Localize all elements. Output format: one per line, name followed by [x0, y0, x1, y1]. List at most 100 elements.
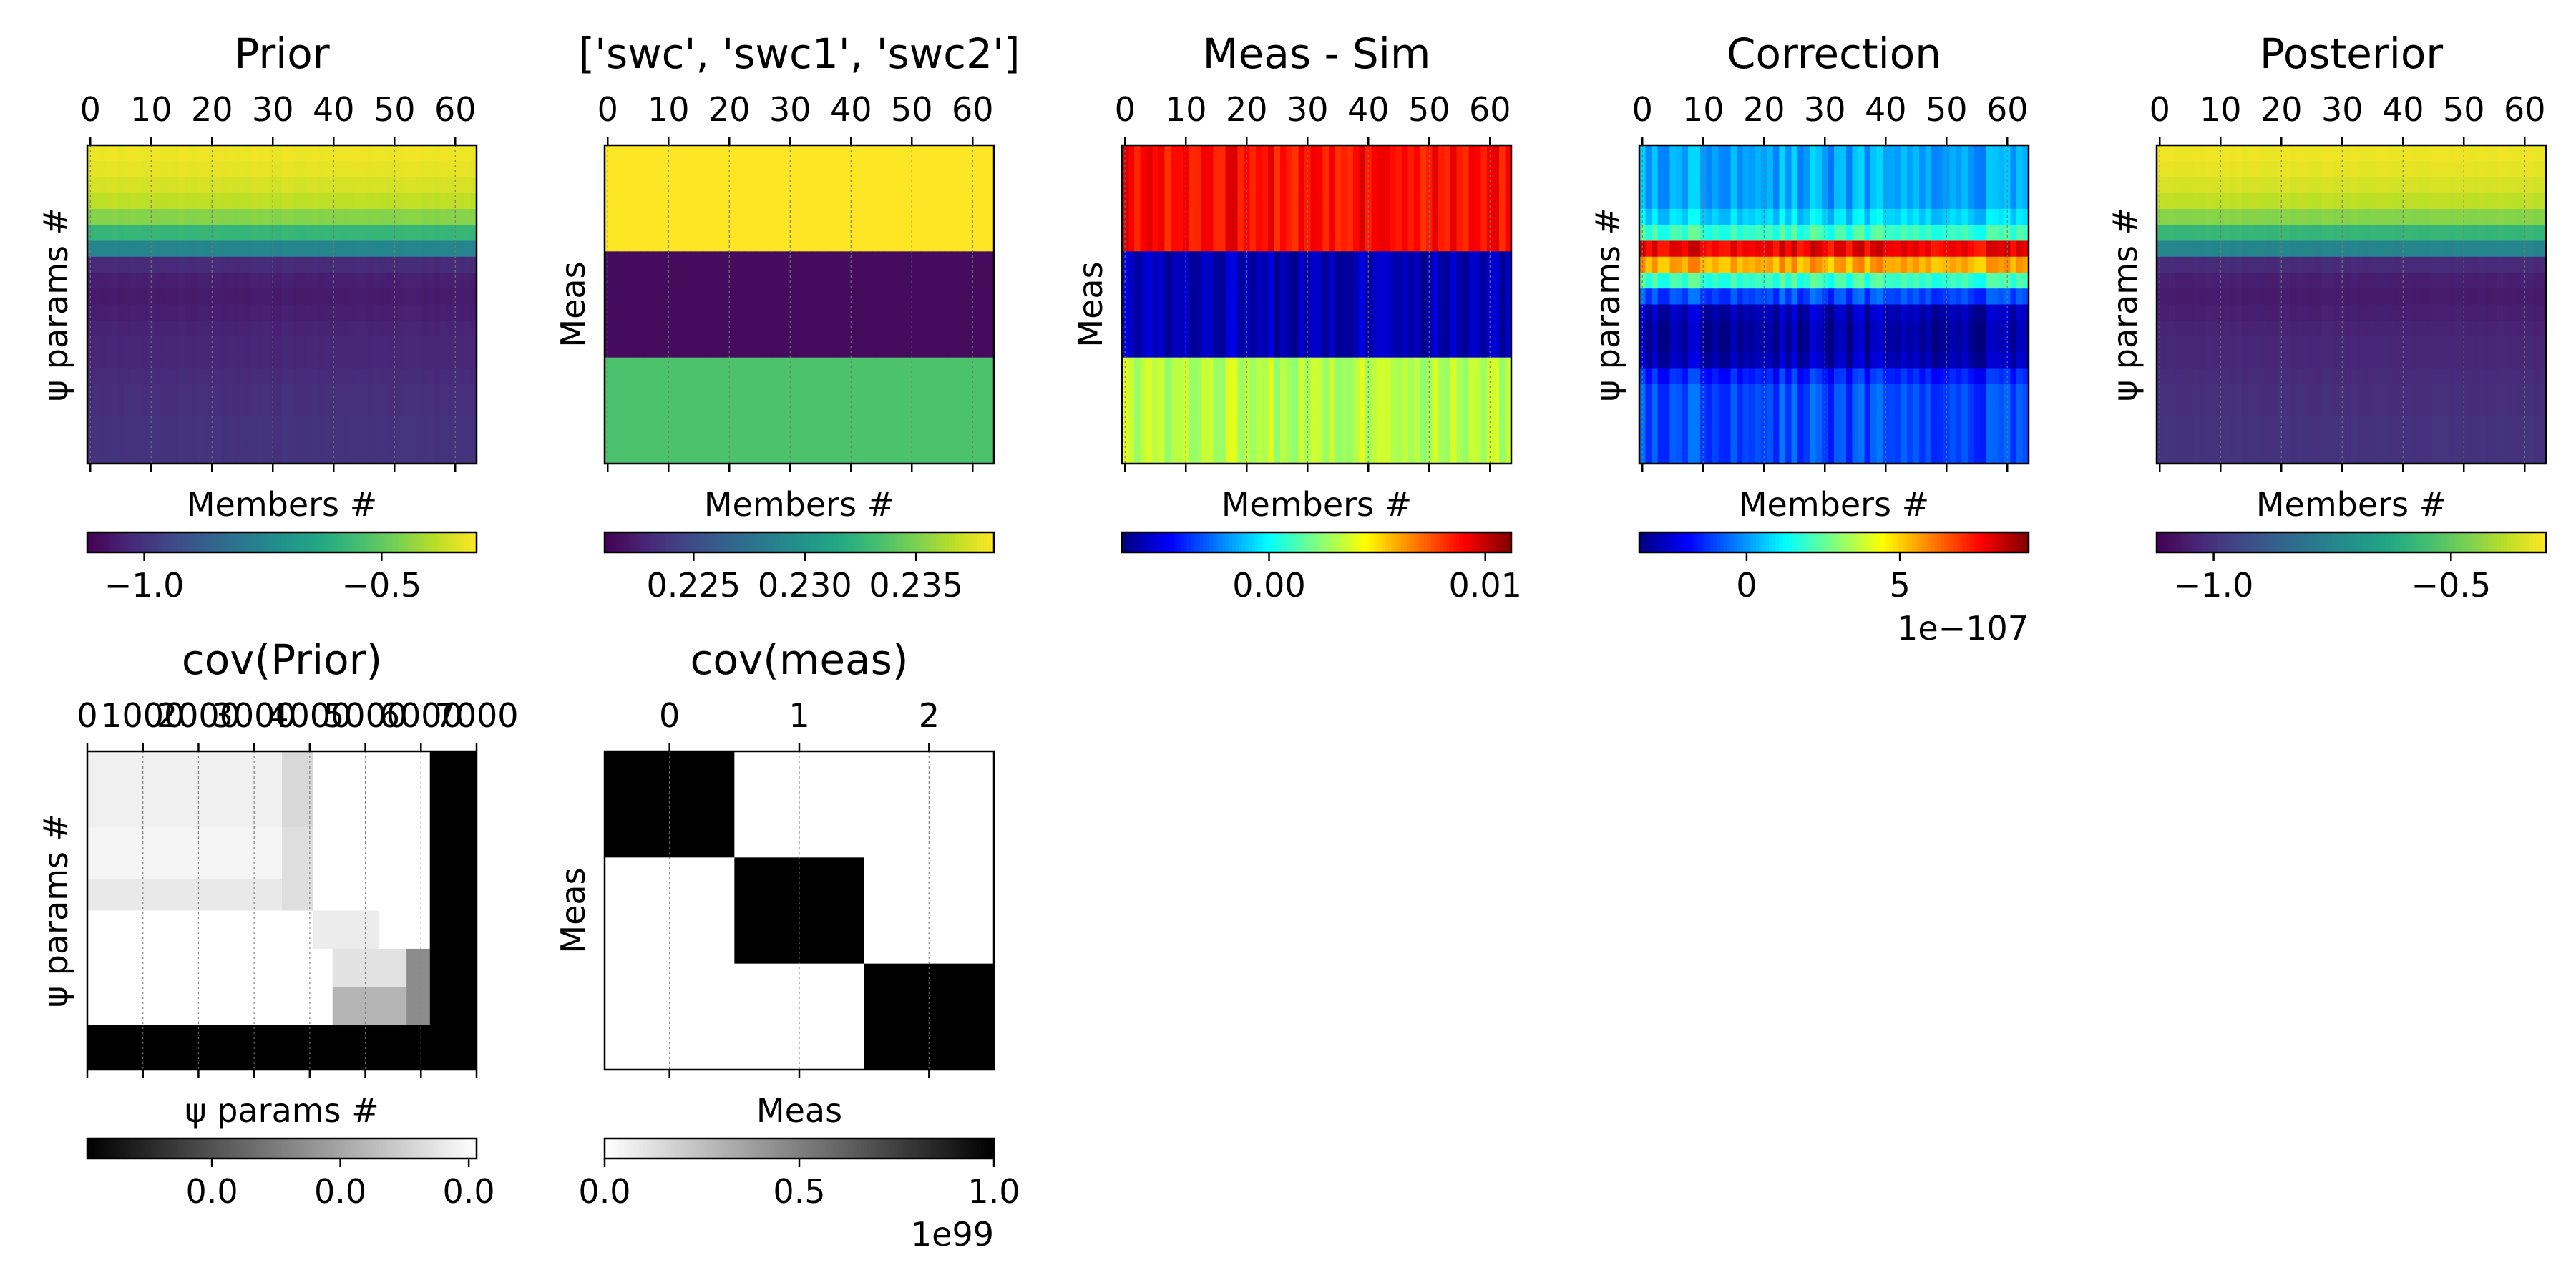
heatmap-cell — [1317, 145, 1324, 253]
heatmap-cell — [1797, 416, 1805, 433]
heatmap-cell — [2290, 416, 2298, 433]
heatmap-cell — [1700, 177, 1707, 194]
heatmap-cell — [306, 225, 313, 242]
heatmap-cell — [1980, 384, 1987, 401]
heatmap-cell — [1919, 288, 1926, 306]
heatmap-cell — [1742, 384, 1750, 401]
heatmap-cell — [221, 209, 228, 225]
heatmap-cell — [1657, 352, 1664, 369]
colorbar-swatch — [168, 532, 172, 552]
heatmap-cell — [1913, 192, 1920, 210]
heatmap-cell — [312, 161, 319, 178]
heatmap-cell — [142, 352, 149, 369]
heatmap-cell — [458, 384, 465, 401]
heatmap-cell — [160, 177, 167, 194]
heatmap-cell — [178, 177, 185, 194]
heatmap-cell — [288, 304, 295, 321]
heatmap-cell — [130, 240, 137, 258]
heatmap-cell — [2436, 240, 2444, 258]
heatmap-cell — [1761, 352, 1768, 369]
heatmap-cell — [221, 240, 228, 258]
heatmap-cell — [2315, 177, 2322, 194]
heatmap-cell — [1779, 273, 1786, 289]
heatmap-cell — [1480, 145, 1488, 253]
heatmap-cell — [2010, 273, 2017, 289]
heatmap-cell — [416, 192, 423, 210]
heatmap-cell — [2345, 225, 2352, 242]
heatmap-cell — [1810, 288, 1817, 306]
colorbar-swatch — [109, 532, 114, 552]
heatmap-cell — [318, 320, 326, 337]
colorbar-swatch — [1944, 532, 1948, 552]
heatmap-cell — [2187, 352, 2194, 369]
heatmap-cell — [1779, 352, 1786, 369]
heatmap-cell — [2467, 320, 2474, 337]
heatmap-cell — [1652, 384, 1659, 401]
heatmap-cell — [1980, 288, 1987, 306]
heatmap-cell — [470, 352, 477, 369]
colorbar-swatch — [1475, 532, 1480, 552]
heatmap-cell — [1901, 400, 1908, 416]
heatmap-cell — [367, 256, 374, 273]
heatmap-cell — [623, 251, 630, 358]
heatmap-cell — [336, 416, 343, 433]
x-tick-label: 50 — [2443, 90, 2485, 129]
colorbar-swatch — [2462, 532, 2466, 552]
heatmap-cell — [300, 352, 307, 369]
colorbar-swatch — [1973, 532, 1978, 552]
heatmap-cell — [361, 225, 368, 242]
colorbar-swatch — [698, 532, 703, 552]
heatmap-cell — [1834, 161, 1841, 178]
heatmap-cell — [2010, 288, 2017, 306]
heatmap-cell — [2400, 225, 2407, 242]
heatmap-cell — [1864, 336, 1871, 353]
colorbar-swatch — [1970, 532, 1974, 552]
colorbar-swatch — [1171, 532, 1175, 552]
heatmap-cell — [2278, 161, 2285, 178]
heatmap-cell — [2205, 447, 2212, 464]
heatmap-cell — [2503, 368, 2510, 385]
heatmap-cell — [312, 352, 319, 369]
heatmap-cell — [1414, 251, 1421, 358]
heatmap-cell — [2022, 447, 2029, 464]
heatmap-cell — [1815, 288, 1823, 306]
colorbar-swatch — [686, 532, 690, 552]
heatmap-cell — [166, 352, 173, 369]
heatmap-cell — [136, 192, 143, 210]
heatmap-cell — [1876, 225, 1883, 242]
heatmap-cell — [93, 304, 100, 321]
heatmap-cell — [1858, 416, 1865, 433]
heatmap-cell — [1761, 161, 1768, 178]
heatmap-cell — [1779, 177, 1786, 194]
heatmap-cell — [142, 145, 149, 162]
heatmap-cell — [2418, 192, 2425, 210]
colorbar-swatch — [1889, 532, 1893, 552]
heatmap-cell — [239, 177, 246, 194]
colorbar-swatch — [386, 532, 390, 552]
heatmap-cell — [440, 368, 447, 385]
colorbar-swatch — [1281, 532, 1285, 552]
colorbar-swatch — [314, 532, 318, 552]
heatmap-cell — [1931, 431, 1938, 449]
heatmap-cell — [2010, 209, 2017, 225]
heatmap-cell — [397, 256, 404, 273]
heatmap-cell — [1730, 177, 1737, 194]
x-tick-label: 60 — [952, 90, 994, 129]
heatmap-cell — [440, 320, 447, 337]
colorbar-swatch — [945, 532, 950, 552]
heatmap-cell — [817, 145, 824, 253]
heatmap-cell — [324, 368, 331, 385]
heatmap-cell — [1828, 145, 1835, 162]
heatmap-cell — [404, 368, 411, 385]
heatmap-cell — [1712, 320, 1719, 337]
heatmap-cell — [2357, 240, 2364, 258]
heatmap-cell — [306, 447, 313, 464]
heatmap-cell — [2235, 161, 2243, 178]
heatmap-cell — [318, 368, 326, 385]
heatmap-cell — [1791, 320, 1798, 337]
heatmap-cell — [1822, 400, 1829, 416]
colorbar-swatch — [1290, 532, 1295, 552]
heatmap-cell — [2412, 336, 2419, 353]
heatmap-cell — [379, 304, 386, 321]
heatmap-cell — [2211, 320, 2218, 337]
